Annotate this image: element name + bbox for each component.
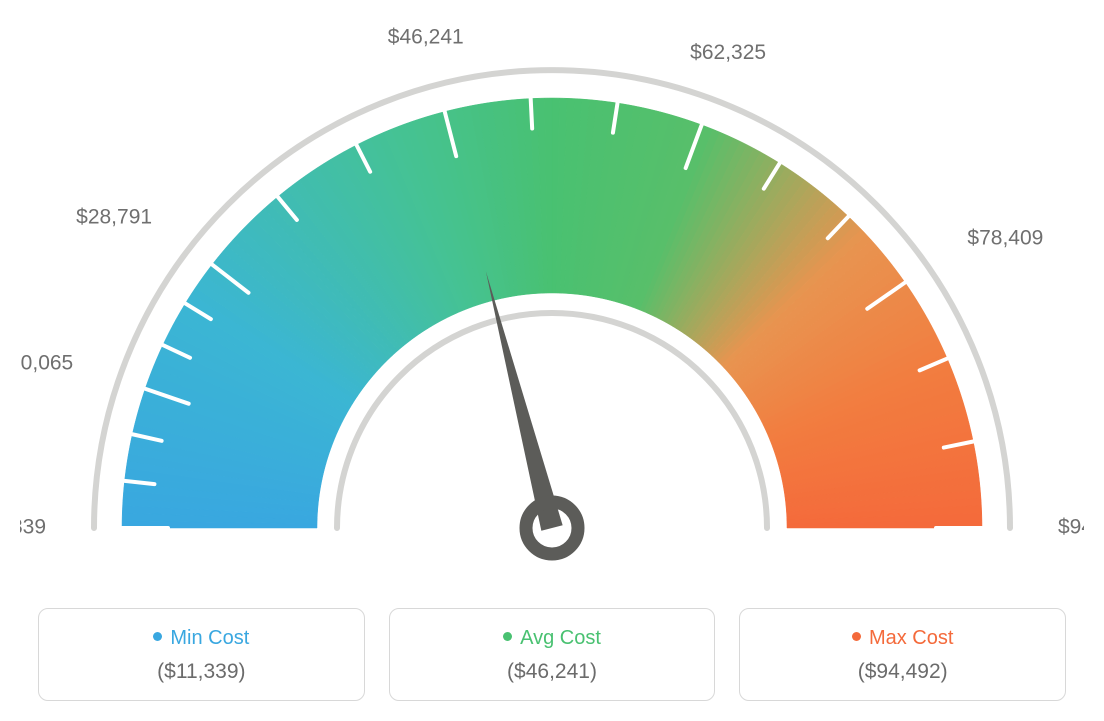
tick-label: $20,065: [20, 352, 73, 375]
min-value-text: ($11,339): [49, 660, 354, 684]
tick-label: $28,791: [76, 206, 152, 229]
min-label-text: Min Cost: [170, 627, 249, 649]
summary-label-max: Max Cost: [750, 627, 1055, 650]
summary-label-avg: Avg Cost: [400, 627, 705, 650]
summary-label-min: Min Cost: [49, 627, 354, 650]
tick-label: $78,409: [967, 227, 1043, 250]
tick-label: $94,492: [1058, 516, 1084, 539]
cost-gauge-chart: $11,339 $20,065 $28,791 $46,241 $62,325 $78,4…: [20, 20, 1084, 701]
dot-icon: [153, 632, 162, 641]
avg-value-text: ($46,241): [400, 660, 705, 684]
gauge-svg: $11,339 $20,065 $28,791 $46,241 $62,325 $78,4…: [20, 20, 1084, 580]
max-label-text: Max Cost: [869, 627, 953, 649]
tick-label: $62,325: [690, 41, 766, 64]
max-value-text: ($94,492): [750, 660, 1055, 684]
summary-card-avg: Avg Cost ($46,241): [389, 608, 716, 701]
dot-icon: [852, 632, 861, 641]
summary-card-max: Max Cost ($94,492): [739, 608, 1066, 701]
dot-icon: [503, 632, 512, 641]
summary-row: Min Cost ($11,339) Avg Cost ($46,241) Ma…: [20, 608, 1084, 701]
summary-card-min: Min Cost ($11,339): [38, 608, 365, 701]
tick-label: $11,339: [20, 516, 46, 539]
tick-label: $46,241: [388, 26, 464, 49]
avg-label-text: Avg Cost: [520, 627, 601, 649]
